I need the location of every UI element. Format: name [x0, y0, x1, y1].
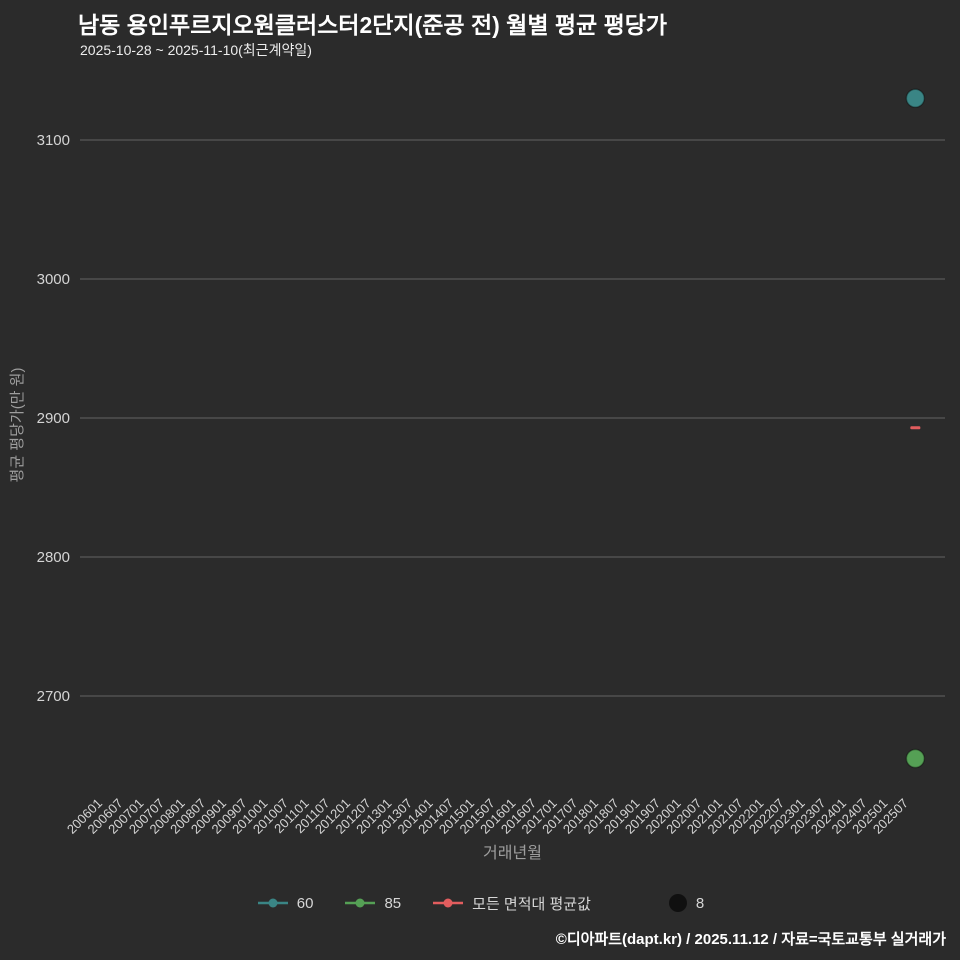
legend-size-item: 8 [667, 892, 704, 914]
chart-subtitle: 2025-10-28 ~ 2025-11-10(최근계약일) [80, 42, 312, 58]
legend-label-85: 85 [384, 894, 402, 912]
legend-item-avg[interactable]: 모든 면적대 평균값 [431, 893, 591, 914]
legend-marker-85 [345, 898, 376, 908]
y-tick-label: 3000 [37, 271, 70, 288]
legend-marker-avg [433, 898, 464, 908]
size-dot-icon [668, 894, 687, 912]
x-axis-title: 거래년월 [483, 844, 542, 862]
y-axis-title: 평균 평당가(만 원) [9, 368, 26, 483]
y-tick-label: 2700 [37, 688, 70, 705]
legend-item-60[interactable]: 60 [256, 894, 314, 912]
data-point-85[interactable] [905, 748, 926, 769]
legend-size-label: 8 [695, 894, 705, 912]
chart-title: 남동 용인푸르지오원클러스터2단지(준공 전) 월별 평균 평당가 [78, 12, 668, 38]
legend-label-avg: 모든 면적대 평균값 [472, 895, 591, 913]
chart-footer: ©디아파트(dapt.kr) / 2025.11.12 / 자료=국토교통부 실… [555, 931, 946, 948]
y-tick-label: 2800 [37, 549, 70, 566]
y-tick-label: 3100 [37, 132, 70, 149]
data-point-avg[interactable] [910, 426, 921, 430]
legend-label-60: 60 [296, 894, 314, 912]
y-tick-label: 2900 [37, 410, 70, 427]
legend-item-85[interactable]: 85 [343, 895, 401, 912]
data-point-60[interactable] [905, 88, 926, 109]
legend-marker-60 [257, 898, 288, 908]
chart-legend: 60 85 모든 면적대 평균값 8 [0, 892, 960, 914]
